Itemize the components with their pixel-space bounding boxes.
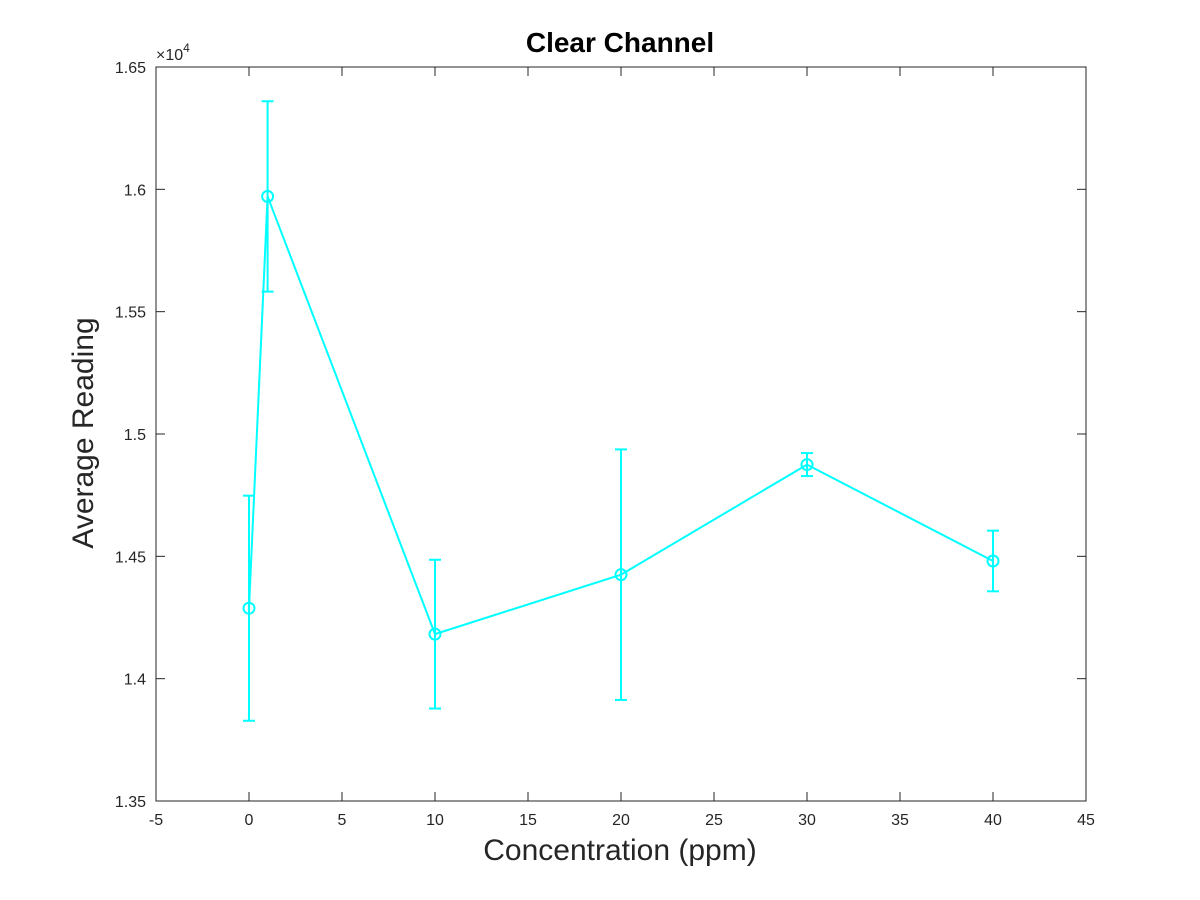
y-tick-label: 1.35 — [115, 794, 146, 811]
x-tick-label: 10 — [426, 812, 444, 829]
y-axis-exponent: ×104 — [156, 41, 190, 64]
data-point-marker — [800, 458, 814, 472]
x-tick-label: 0 — [245, 812, 254, 829]
y-tick-label: 1.5 — [124, 427, 146, 444]
x-tick-label: 30 — [798, 812, 816, 829]
y-axis-exponent-base: ×10 — [156, 47, 183, 64]
series-line — [248, 196, 994, 636]
data-point-marker — [242, 601, 256, 615]
x-tick-label: 5 — [338, 812, 347, 829]
x-tick-label: -5 — [149, 812, 163, 829]
y-tick-label: 1.55 — [115, 305, 146, 322]
series-layer — [242, 100, 1000, 722]
x-axis-label: Concentration (ppm) — [483, 834, 756, 867]
y-tick-label: 1.65 — [115, 60, 146, 77]
chart-title: Clear Channel — [526, 27, 714, 58]
data-point-marker — [428, 627, 442, 641]
y-tick-label: 1.45 — [115, 549, 146, 566]
y-tick-label: 1.4 — [124, 672, 146, 689]
x-tick-label: 25 — [705, 812, 723, 829]
y-axis-ticks: 1.35 1.4 1.45 1.5 1.55 1.6 1.65 — [115, 60, 1086, 811]
y-tick-label: 1.6 — [124, 182, 146, 199]
x-tick-label: 45 — [1077, 812, 1095, 829]
x-tick-label: 35 — [891, 812, 909, 829]
y-axis-label: Average Reading — [67, 317, 100, 548]
x-axis-ticks: -5 0 5 10 15 20 25 30 35 40 45 — [149, 67, 1095, 829]
x-tick-label: 20 — [612, 812, 630, 829]
y-axis-exponent-power: 4 — [183, 41, 190, 55]
data-point-marker — [614, 568, 628, 582]
data-point-marker — [986, 554, 1000, 568]
data-point-marker — [261, 189, 275, 203]
x-tick-label: 15 — [519, 812, 537, 829]
x-tick-label: 40 — [984, 812, 1002, 829]
